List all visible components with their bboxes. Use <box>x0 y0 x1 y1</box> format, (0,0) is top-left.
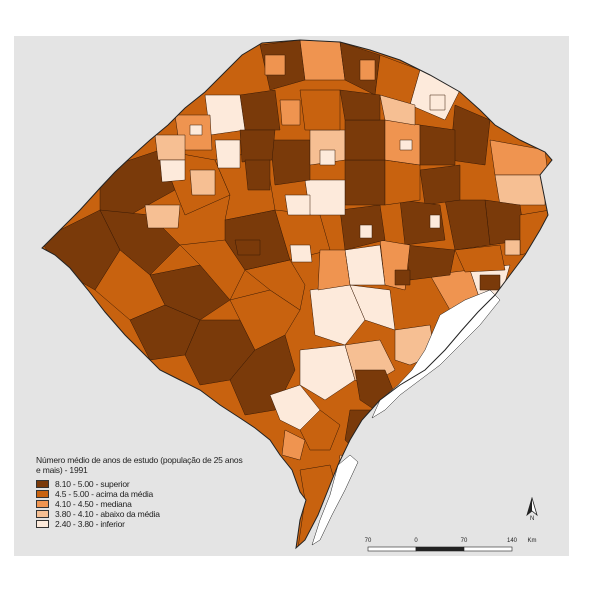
municipality <box>299 409 341 451</box>
municipality <box>429 94 446 111</box>
municipality <box>264 54 286 76</box>
municipality <box>344 244 386 286</box>
legend-item: 8.10 - 5.00 - superior <box>36 479 246 489</box>
legend-swatch <box>36 520 49 528</box>
municipality <box>444 199 491 251</box>
scale-tick-label: 70 <box>364 538 372 544</box>
municipality <box>299 89 341 131</box>
municipality <box>484 199 526 246</box>
municipality <box>269 139 311 186</box>
scale-tick-label: 70 <box>460 538 468 544</box>
municipality <box>319 149 336 166</box>
municipality <box>234 239 261 256</box>
municipality <box>489 139 549 176</box>
legend-title: Número médio de anos de estudo (populaçã… <box>36 455 243 475</box>
municipality <box>244 159 271 191</box>
municipality <box>429 214 441 229</box>
legend-swatch <box>36 480 49 488</box>
municipality <box>344 119 386 161</box>
legend-label: 8.10 - 5.00 - superior <box>55 479 130 489</box>
state-outline <box>41 39 553 550</box>
legend-label: 3.80 - 4.10 - abaixo da média <box>55 509 160 519</box>
municipality <box>214 139 241 169</box>
scale-tick-label: 140 <box>506 538 518 544</box>
legend-label: 2.40 - 3.80 - inferior <box>55 519 125 529</box>
legend-item: 2.40 - 3.80 - inferior <box>36 519 246 529</box>
legend-swatch <box>36 490 49 498</box>
legend-swatch <box>36 500 49 508</box>
municipality <box>384 159 421 206</box>
municipality <box>399 199 446 246</box>
municipality <box>479 274 501 291</box>
municipality <box>189 169 216 196</box>
municipality <box>304 179 346 216</box>
municipality <box>299 344 356 401</box>
legend: Número médio de anos de estudo (populaçã… <box>36 455 246 529</box>
municipality <box>239 89 281 131</box>
scale-tick-label: 0 <box>414 538 418 544</box>
municipality <box>239 129 276 163</box>
municipality <box>404 244 456 281</box>
municipality <box>289 244 313 263</box>
scale-bar-graphic <box>367 546 513 552</box>
municipality <box>399 139 413 151</box>
municipality <box>454 244 506 273</box>
legend-item: 4.5 - 5.00 - acima da média <box>36 489 246 499</box>
municipality <box>339 89 381 121</box>
municipality <box>419 164 461 206</box>
municipality <box>394 269 411 286</box>
municipality <box>359 224 373 239</box>
municipality <box>279 99 301 126</box>
municipality <box>494 174 546 206</box>
legend-item: 4.10 - 4.50 - mediana <box>36 499 246 509</box>
municipality <box>149 264 231 321</box>
municipality <box>179 239 246 301</box>
municipality <box>344 159 386 206</box>
north-label: N <box>530 516 535 522</box>
municipality <box>299 40 346 81</box>
legend-swatch <box>36 510 49 518</box>
municipality <box>144 204 181 229</box>
municipality <box>189 124 203 136</box>
municipality <box>359 59 376 81</box>
legend-label: 4.5 - 5.00 - acima da média <box>55 489 154 499</box>
north-arrow-icon <box>526 497 538 517</box>
lagoa-mirim <box>311 454 359 546</box>
municipality <box>317 249 351 291</box>
municipality <box>419 124 456 166</box>
municipality <box>379 94 416 126</box>
municipality <box>281 429 306 461</box>
scale-unit: Km <box>527 538 537 544</box>
municipality <box>159 159 186 183</box>
municipality <box>154 134 186 161</box>
municipality <box>284 194 311 216</box>
legend-item: 3.80 - 4.10 - abaixo da média <box>36 509 246 519</box>
scale-bar: 70 0 70 140 Km <box>360 538 540 554</box>
legend-label: 4.10 - 4.50 - mediana <box>55 499 132 509</box>
municipality <box>504 239 521 256</box>
municipality <box>519 209 551 256</box>
